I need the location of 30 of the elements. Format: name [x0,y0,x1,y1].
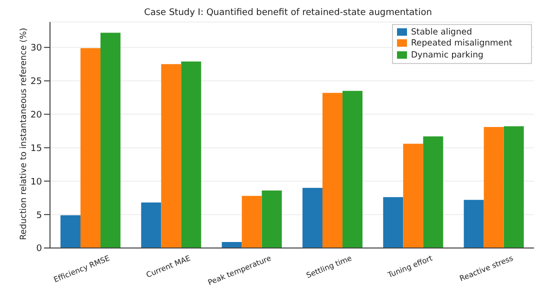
bar [302,188,322,248]
legend-label: Dynamic parking [411,50,484,60]
chart-title: Case Study I: Quantified benefit of retained-state augmentation [143,8,433,18]
y-tick-label: 25 [30,77,42,88]
bar [423,136,444,248]
bar [262,190,282,248]
legend-label: Repeated misalignment [411,38,512,49]
bar [403,144,424,248]
bar [242,196,262,248]
bar [383,197,404,248]
bar [322,92,342,248]
bar [484,126,504,248]
bar [100,32,120,248]
legend-label: Stable aligned [411,27,472,38]
bar [181,61,202,248]
y-tick-label: 0 [36,244,42,254]
y-tick-label: 5 [36,210,42,221]
bar [342,90,362,248]
bar [60,215,80,248]
bar [504,126,524,248]
y-tick-label: 20 [30,110,42,120]
bar [141,202,162,248]
y-tick-label: 10 [30,177,42,188]
bar [464,200,484,248]
y-tick-label: 15 [30,144,42,154]
y-axis-title: Reduction relative to instantaneous reference (%) [19,28,30,240]
y-tick-label: 30 [30,44,42,54]
bar [161,64,182,248]
bar [80,48,100,248]
bar [222,242,242,248]
